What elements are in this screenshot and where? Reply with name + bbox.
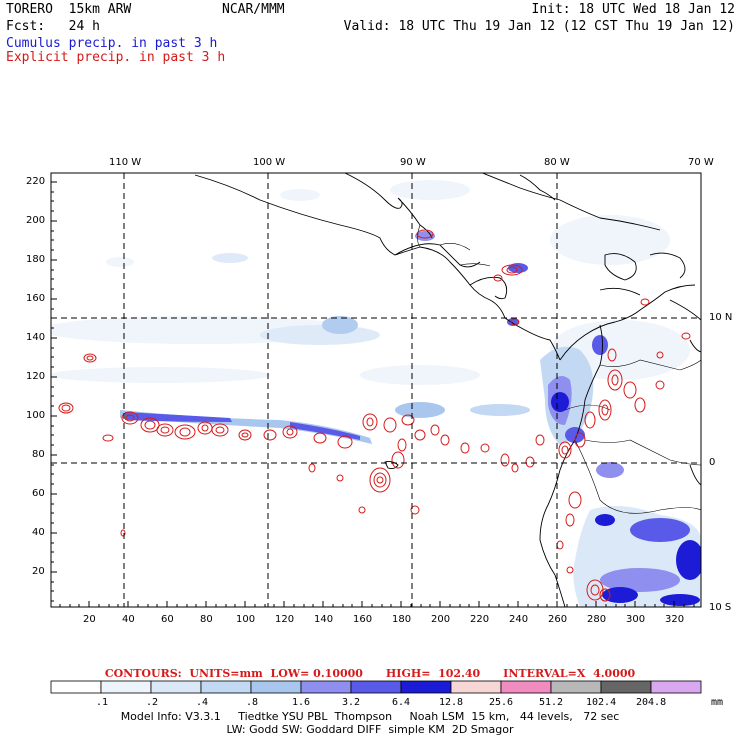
bottom-label: 120 <box>275 614 295 625</box>
light-precip-shading <box>51 180 690 385</box>
bottom-label: 100 <box>236 614 256 625</box>
colorbar-label: 25.6 <box>489 697 514 708</box>
bottom-label: 240 <box>509 614 529 625</box>
colorbar-unit: mm <box>711 697 724 708</box>
bottom-label: 200 <box>431 614 451 625</box>
model-info-line1: Model Info: V3.3.1 Tiedtke YSU PBL Thomp… <box>120 710 620 723</box>
country-borders <box>417 224 701 514</box>
bottom-label: 220 <box>470 614 490 625</box>
explicit-title: Explicit precip. in past 3 h <box>6 50 226 65</box>
bottom-label: 260 <box>548 614 568 625</box>
colorbar-label: 51.2 <box>539 697 564 708</box>
bottom-label: 180 <box>392 614 412 625</box>
colorbar-label: .2 <box>146 697 159 708</box>
model-info-line2: LW: Godd SW: Goddard DIFF simple KM 2D S… <box>226 723 514 736</box>
map-frame <box>50 172 702 608</box>
right-label-10n: 10 N <box>709 312 733 323</box>
model-name: TORERO 15km ARW <box>6 2 132 17</box>
colorbar-label: .1 <box>96 697 109 708</box>
lat-lon-grid <box>51 173 701 607</box>
top-label-90w: 90 W <box>400 157 426 168</box>
coastlines <box>194 173 701 607</box>
bottom-label: 320 <box>665 614 685 625</box>
colorbar-label: 102.4 <box>586 697 617 708</box>
left-label: 100 <box>26 410 46 421</box>
bottom-label: 60 <box>161 614 174 625</box>
bottom-label: 80 <box>200 614 213 625</box>
left-label: 220 <box>26 176 46 187</box>
center-name: NCAR/MMM <box>222 2 285 17</box>
bottom-label: 140 <box>314 614 334 625</box>
colorbar <box>50 680 702 694</box>
left-axis-ticks <box>51 181 57 602</box>
valid-time: Valid: 18 UTC Thu 19 Jan 12 (12 CST Thu … <box>343 19 735 34</box>
top-label-100w: 100 W <box>253 157 286 168</box>
right-label-eq: 0 <box>709 457 716 468</box>
left-label: 80 <box>32 449 45 460</box>
left-label: 40 <box>32 527 45 538</box>
colorbar-label: 204.8 <box>636 697 667 708</box>
colorbar-label: 3.2 <box>342 697 361 708</box>
bottom-label: 20 <box>83 614 96 625</box>
left-label: 200 <box>26 215 46 226</box>
top-label-80w: 80 W <box>544 157 570 168</box>
colorbar-label: .8 <box>246 697 259 708</box>
left-label: 160 <box>26 293 46 304</box>
left-label: 140 <box>26 332 46 343</box>
colorbar-label: 12.8 <box>439 697 464 708</box>
right-label-10s: 10 S <box>709 602 732 613</box>
contours-info: CONTOURS: UNITS=mm LOW= 0.10000 HIGH= 10… <box>104 667 636 680</box>
colombia-cumulus <box>540 335 624 478</box>
colorbar-label: 1.6 <box>292 697 311 708</box>
cumulus-band <box>120 402 530 444</box>
bottom-label: 280 <box>587 614 607 625</box>
bottom-axis-ticks <box>59 601 695 607</box>
cumulus-title: Cumulus precip. in past 3 h <box>6 36 218 51</box>
amazon-cumulus <box>573 506 701 607</box>
left-label: 60 <box>32 488 45 499</box>
left-label: 120 <box>26 371 46 382</box>
init-time: Init: 18 UTC Wed 18 Jan 12 <box>531 2 736 17</box>
left-label: 180 <box>26 254 46 265</box>
bottom-label: 40 <box>122 614 135 625</box>
colorbar-label: .4 <box>196 697 209 708</box>
colorbar-label: 6.4 <box>392 697 411 708</box>
top-label-70w: 70 W <box>688 157 714 168</box>
top-label-110w: 110 W <box>109 157 142 168</box>
bottom-label: 300 <box>626 614 646 625</box>
bottom-label: 160 <box>353 614 373 625</box>
left-label: 20 <box>32 566 45 577</box>
forecast-hour: Fcst: 24 h <box>6 19 100 34</box>
